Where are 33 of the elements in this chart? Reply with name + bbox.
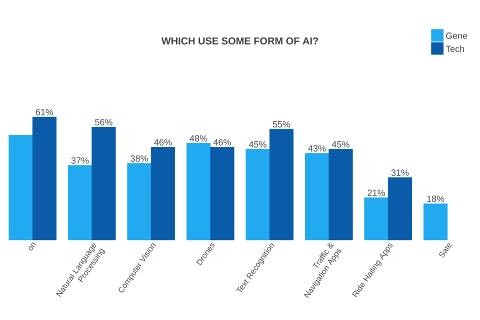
bar [150, 147, 176, 240]
data-label: 55% [272, 121, 290, 128]
data-label: 43% [308, 145, 326, 152]
data-label: 18% [427, 196, 444, 202]
bar [32, 116, 56, 240]
legend-label: Tech [446, 45, 464, 52]
data-label: 46% [154, 139, 172, 146]
chart-title: WHICH USE SOME FORM OF AI? [161, 37, 318, 44]
x-tick-label: on [28, 242, 36, 250]
data-label: 45% [248, 141, 266, 148]
data-label: 21% [368, 190, 385, 196]
bar [210, 147, 234, 240]
data-label: 37% [71, 157, 89, 164]
bar [328, 149, 353, 240]
data-label: 31% [391, 169, 409, 176]
bar [246, 149, 270, 240]
bar [424, 204, 448, 240]
bar [92, 126, 116, 240]
bar [68, 165, 92, 240]
data-label: 38% [130, 155, 148, 162]
bar [364, 197, 388, 240]
data-label: 61% [36, 108, 54, 116]
bar [8, 134, 33, 240]
bar [304, 153, 330, 240]
legend-label: Gene [446, 32, 468, 39]
data-label: 48% [190, 135, 208, 142]
bar [269, 128, 294, 240]
data-label: 46% [213, 139, 231, 146]
bar [388, 177, 412, 240]
data-label: 56% [95, 119, 112, 126]
data-label: 45% [332, 141, 350, 148]
bar [186, 143, 211, 240]
bar [127, 163, 152, 240]
